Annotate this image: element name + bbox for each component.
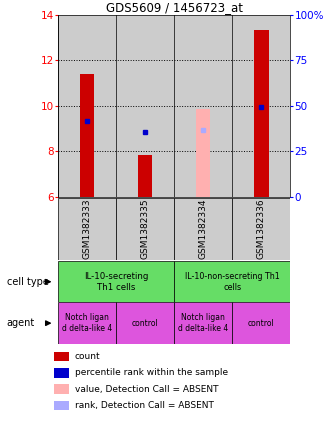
Bar bbox=[116, 302, 174, 344]
Text: rank, Detection Call = ABSENT: rank, Detection Call = ABSENT bbox=[75, 401, 214, 410]
Text: IL-10-non-secreting Th1
cells: IL-10-non-secreting Th1 cells bbox=[185, 272, 280, 292]
Text: GSM1382333: GSM1382333 bbox=[82, 198, 91, 259]
Text: GSM1382334: GSM1382334 bbox=[199, 198, 208, 259]
Bar bbox=[54, 352, 69, 361]
Text: IL-10-secreting
Th1 cells: IL-10-secreting Th1 cells bbox=[84, 272, 148, 292]
Bar bbox=[54, 401, 69, 410]
Bar bbox=[58, 15, 116, 197]
Text: control: control bbox=[132, 319, 158, 328]
Bar bbox=[174, 15, 232, 197]
Bar bbox=[232, 198, 290, 260]
Bar bbox=[232, 15, 290, 197]
Bar bbox=[196, 109, 211, 197]
Text: count: count bbox=[75, 352, 100, 361]
Bar bbox=[138, 155, 152, 197]
Bar bbox=[58, 198, 116, 260]
Bar bbox=[54, 385, 69, 394]
Bar bbox=[58, 261, 174, 302]
Bar bbox=[254, 30, 269, 197]
Text: GSM1382336: GSM1382336 bbox=[257, 198, 266, 259]
Bar bbox=[116, 198, 174, 260]
Bar bbox=[116, 15, 174, 197]
Text: percentile rank within the sample: percentile rank within the sample bbox=[75, 368, 228, 377]
Text: value, Detection Call = ABSENT: value, Detection Call = ABSENT bbox=[75, 385, 218, 394]
Bar bbox=[174, 198, 232, 260]
Bar bbox=[232, 302, 290, 344]
Bar bbox=[54, 368, 69, 378]
Bar bbox=[174, 261, 290, 302]
Text: GSM1382335: GSM1382335 bbox=[141, 198, 149, 259]
Text: cell type: cell type bbox=[7, 277, 49, 287]
Text: Notch ligan
d delta-like 4: Notch ligan d delta-like 4 bbox=[62, 313, 112, 333]
Bar bbox=[174, 302, 232, 344]
Text: control: control bbox=[248, 319, 275, 328]
Bar bbox=[80, 74, 94, 197]
Title: GDS5609 / 1456723_at: GDS5609 / 1456723_at bbox=[106, 1, 243, 14]
Bar bbox=[58, 302, 116, 344]
Text: agent: agent bbox=[7, 318, 35, 328]
Text: Notch ligan
d delta-like 4: Notch ligan d delta-like 4 bbox=[178, 313, 228, 333]
